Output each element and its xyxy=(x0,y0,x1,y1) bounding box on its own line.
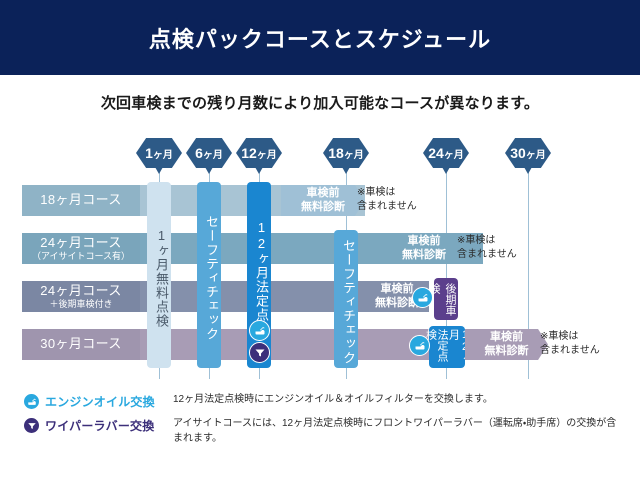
month-badge-18-unit: ヶ月 xyxy=(343,149,364,161)
month-badge-30-tail xyxy=(524,167,532,174)
arrow-2-line1: 車検前 xyxy=(407,234,441,247)
legend-desc-wiper-rubber: アイサイトコースには、12ヶ月法定点検時にフロントワイパーラバー（運転席・助手席… xyxy=(173,418,617,444)
course-label-24-late-sub: ＋後期車検付き xyxy=(49,298,113,309)
pre-shaken-free-diagnosis-arrow-4: 車検前 無料診断 xyxy=(465,329,548,360)
course-label-18: 18ヶ月コース xyxy=(22,185,140,216)
legend-desc-engine-oil: 12ヶ月法定点検時にエンジンオイル＆オイルフィルターを交換します。 xyxy=(173,394,493,405)
wiper-icon-legend xyxy=(24,418,39,433)
column-12month-legal-inspection-row4: 12ヶ月 法定点検 xyxy=(424,326,471,368)
month-badge-24-number: 24 xyxy=(428,145,444,161)
timeline-guide-30 xyxy=(528,157,529,379)
schedule-chart: 1 ヶ月 6 ヶ月 12 ヶ月 18 ヶ月 24 ヶ月 30 ヶ月 18ヶ月コース xyxy=(0,135,640,380)
month-badge-18-tail xyxy=(342,167,350,174)
month-badge-24: 24 ヶ月 xyxy=(423,138,469,168)
course-label-24-sub: （アイサイトコース有） xyxy=(31,250,131,261)
month-badge-6-tail xyxy=(205,167,213,174)
column-safety-check-a: セーフティチェック xyxy=(197,182,221,368)
legend: エンジンオイル交換 12ヶ月法定点検時にエンジンオイル＆オイルフィルターを交換し… xyxy=(24,393,624,453)
course-label-18-main: 18ヶ月コース xyxy=(40,192,122,208)
month-badge-24-unit: ヶ月 xyxy=(443,149,464,161)
month-badge-30: 30 ヶ月 xyxy=(505,138,551,168)
course-label-30: 30ヶ月コース xyxy=(22,329,140,360)
arrow-4-line2: 無料診断 xyxy=(484,344,529,357)
month-badge-12-number: 12 xyxy=(241,145,257,161)
page-title: 点検パックコースとスケジュール xyxy=(148,26,492,52)
month-badge-12: 12 ヶ月 xyxy=(236,138,282,168)
arrow-1-line2: 無料診断 xyxy=(301,200,345,213)
course-label-24-main: 24ヶ月コース xyxy=(40,234,122,250)
note-shaken-not-included-3: ※車検は 含まれません xyxy=(540,331,600,356)
course-label-30-main: 30ヶ月コース xyxy=(40,336,122,352)
oil-can-icon-legend xyxy=(24,394,39,409)
legend-row-wiper-rubber: ワイパーラバー交換 アイサイトコースには、12ヶ月法定点検時にフロントワイパーラ… xyxy=(24,417,624,446)
arrow-3-line1: 車検前 xyxy=(380,282,414,295)
legend-row-engine-oil: エンジンオイル交換 12ヶ月法定点検時にエンジンオイル＆オイルフィルターを交換し… xyxy=(24,393,624,410)
legend-label-wiper-rubber: ワイパーラバー交換 xyxy=(45,419,155,433)
legend-label-engine-oil: エンジンオイル交換 xyxy=(45,395,155,409)
timeline-guide-24 xyxy=(446,157,447,379)
month-badge-6: 6 ヶ月 xyxy=(186,138,232,168)
column-12month-row4-line2: 法定点検 xyxy=(424,329,448,362)
month-badge-6-number: 6 xyxy=(195,145,203,161)
month-badge-30-unit: ヶ月 xyxy=(525,149,546,161)
month-badge-30-number: 30 xyxy=(510,145,526,161)
page-subtitle: 次回車検までの残り月数により加入可能なコースが異なります。 xyxy=(100,95,540,112)
arrow-1-line1: 車検前 xyxy=(306,186,340,199)
pre-shaken-free-diagnosis-arrow-2: 車検前 無料診断 xyxy=(365,233,483,264)
course-label-24-late-main: 24ヶ月コース xyxy=(40,282,122,298)
wiper-icon xyxy=(249,342,270,363)
column-late-shaken: 後期車検 xyxy=(428,278,458,320)
note-shaken-not-included-2: ※車検は 含まれません xyxy=(457,235,517,260)
month-badge-1-tail xyxy=(155,167,163,174)
oil-can-icon-row4 xyxy=(409,335,430,356)
pre-shaken-free-diagnosis-arrow-1: 車検前 無料診断 xyxy=(281,185,365,216)
course-label-24-late: 24ヶ月コース ＋後期車検付き xyxy=(22,281,140,312)
month-badge-6-unit: ヶ月 xyxy=(202,149,223,161)
column-1month-inspection: 1ヶ月無料点検 xyxy=(147,182,171,368)
note-shaken-not-included-1: ※車検は 含まれません xyxy=(357,187,417,212)
oil-can-icon-row3 xyxy=(412,287,433,308)
course-label-24: 24ヶ月コース （アイサイトコース有） xyxy=(22,233,140,264)
month-badge-12-tail xyxy=(255,167,263,174)
month-badge-1-unit: ヶ月 xyxy=(152,149,173,161)
arrow-4-line1: 車検前 xyxy=(490,330,523,343)
month-badge-12-unit: ヶ月 xyxy=(256,149,277,161)
arrow-3-line2: 無料診断 xyxy=(375,296,419,309)
page-header: 点検パックコースとスケジュール xyxy=(0,0,640,75)
arrow-2-line2: 無料診断 xyxy=(402,248,446,261)
month-badge-1-number: 1 xyxy=(145,145,153,161)
month-badge-1: 1 ヶ月 xyxy=(136,138,182,168)
column-safety-check-b: セーフティチェック xyxy=(334,230,358,368)
oil-can-icon xyxy=(249,320,270,341)
month-badge-24-tail xyxy=(442,167,450,174)
month-badge-18-number: 18 xyxy=(328,145,344,161)
month-badge-18: 18 ヶ月 xyxy=(323,138,369,168)
